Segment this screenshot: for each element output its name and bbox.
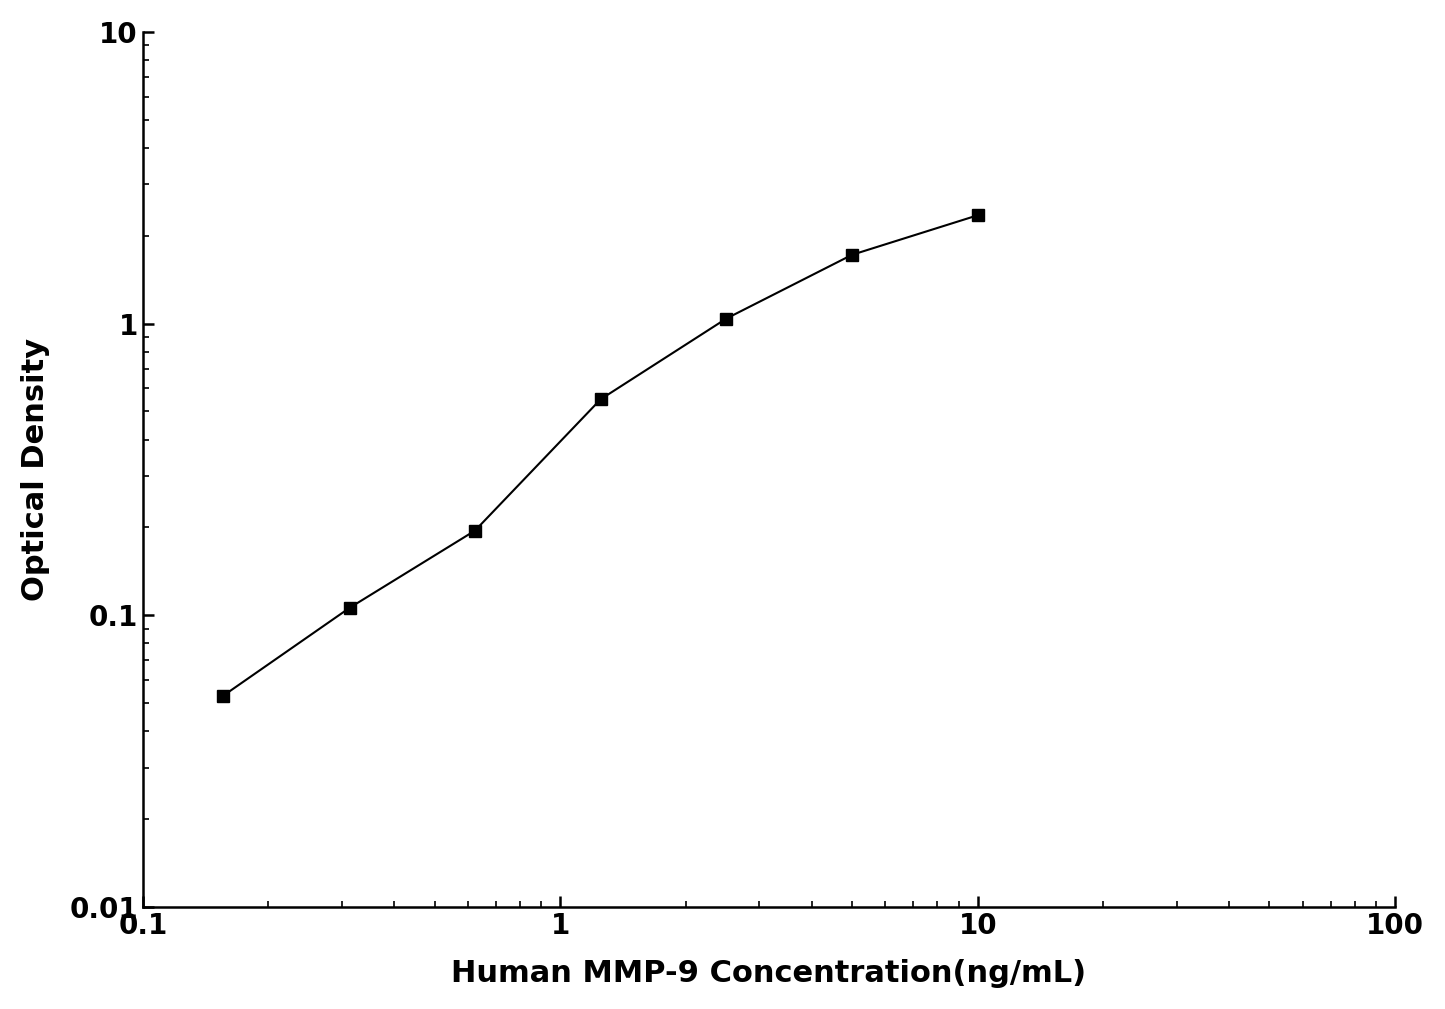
Y-axis label: Optical Density: Optical Density [20, 338, 49, 601]
X-axis label: Human MMP-9 Concentration(ng/mL): Human MMP-9 Concentration(ng/mL) [451, 960, 1087, 988]
